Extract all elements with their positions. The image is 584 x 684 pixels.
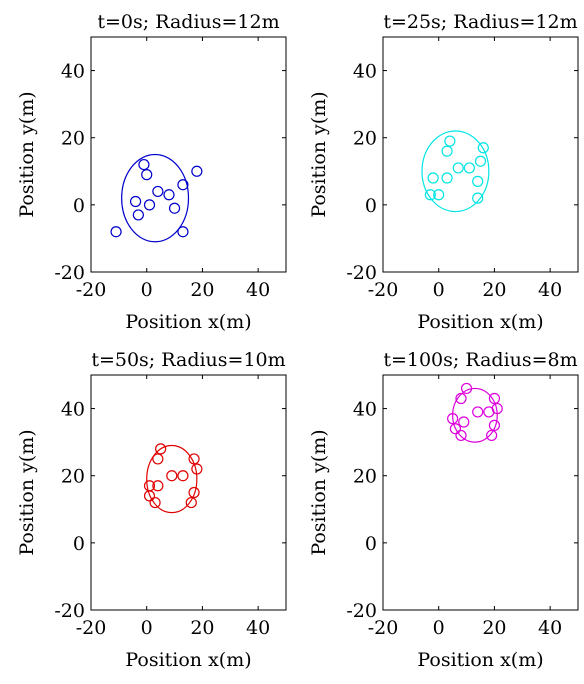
panel-4-point-4 bbox=[472, 406, 484, 418]
panel-3-point-4 bbox=[166, 470, 178, 482]
panel-3-point-0 bbox=[155, 443, 167, 455]
panel-4-xtick-label: -20 bbox=[368, 617, 399, 639]
panel-4-point-0 bbox=[460, 382, 473, 395]
panel-1-xlabel: Position x(m) bbox=[125, 311, 251, 333]
panel-3-ytick-label: 0 bbox=[73, 533, 85, 555]
panel-4-axes-box bbox=[382, 374, 579, 611]
panel-3-xtick-label: 40 bbox=[246, 617, 270, 639]
panel-1-ytick-label: -20 bbox=[54, 262, 85, 284]
panel-2-ylabel: Position y(m) bbox=[308, 91, 330, 217]
panel-4-point-11 bbox=[486, 429, 498, 442]
panel-4-point-9 bbox=[449, 423, 462, 435]
panel-2-xtick-label: 0 bbox=[433, 279, 445, 301]
panel-3-axes-box bbox=[90, 374, 287, 611]
panel-2-point-7 bbox=[441, 172, 453, 184]
panel-1-ytick-label: 40 bbox=[61, 61, 85, 83]
panel-1-point-3 bbox=[129, 195, 142, 208]
panel-2-point-8 bbox=[472, 175, 484, 187]
panel-2-point-3 bbox=[474, 155, 487, 167]
panel-2-ytick-label: 0 bbox=[365, 195, 377, 217]
panel-1-axes-box bbox=[90, 36, 287, 273]
panel-4-point-1 bbox=[455, 392, 467, 405]
panel-4-ylabel: Position y(m) bbox=[308, 429, 330, 555]
panel-1-point-1 bbox=[141, 169, 153, 181]
panel-1-point-5 bbox=[163, 189, 175, 201]
panel-1-point-9 bbox=[168, 202, 181, 214]
panel-1-point-0 bbox=[138, 158, 150, 171]
panel-1-point-7 bbox=[143, 199, 156, 211]
panel-1-point-11 bbox=[177, 226, 189, 238]
panel-1-point-4 bbox=[152, 185, 164, 198]
panel-2-xlabel: Position x(m) bbox=[417, 311, 543, 333]
panel-3-ylabel: Position y(m) bbox=[16, 429, 38, 555]
panel-2-xtick-label: -20 bbox=[368, 279, 399, 301]
panel-3-point-9 bbox=[143, 490, 156, 502]
panel-1-xtick-label: -20 bbox=[76, 279, 107, 301]
panel-1-enclosing-circle bbox=[121, 153, 190, 243]
panel-3-xtick-label: 20 bbox=[190, 617, 214, 639]
panel-2-point-9 bbox=[424, 189, 436, 201]
panel-4-point-5 bbox=[483, 406, 495, 418]
panel-3-point-11 bbox=[185, 496, 197, 509]
panel-4-ytick-label: -20 bbox=[346, 600, 377, 622]
panel-4-xtick-label: 0 bbox=[433, 617, 445, 639]
panel-3-point-3 bbox=[191, 463, 203, 475]
panel-2-point-1 bbox=[441, 145, 453, 157]
panel-2-xtick-label: 20 bbox=[482, 279, 506, 301]
panel-2-point-4 bbox=[463, 162, 475, 174]
panel-1-ytick-label: 0 bbox=[73, 195, 85, 217]
panel-4-point-10 bbox=[455, 429, 467, 442]
panel-3-title: t=50s; Radius=10m bbox=[91, 349, 285, 371]
panel-3-xtick-label: 0 bbox=[141, 617, 153, 639]
panel-3-point-8 bbox=[188, 486, 200, 499]
panel-2-enclosing-circle bbox=[421, 130, 490, 213]
panel-2-xtick-label: 40 bbox=[538, 279, 562, 301]
panel-4-ytick-label: 0 bbox=[365, 533, 377, 555]
panel-1-point-10 bbox=[110, 226, 122, 238]
panel-2-axes-box bbox=[382, 36, 579, 273]
panel-2-point-2 bbox=[477, 142, 489, 154]
panel-3-xtick-label: -20 bbox=[76, 617, 107, 639]
panel-3-point-10 bbox=[149, 496, 161, 509]
panel-1-xtick-label: 0 bbox=[141, 279, 153, 301]
panel-2-point-11 bbox=[472, 192, 484, 204]
panel-1-point-2 bbox=[191, 165, 203, 177]
panel-1-ytick-label: 20 bbox=[61, 128, 85, 150]
panel-1-xtick-label: 20 bbox=[190, 279, 214, 301]
panel-2-ytick-label: 20 bbox=[353, 128, 377, 150]
panel-1-xtick-label: 40 bbox=[246, 279, 270, 301]
panel-4-xtick-label: 40 bbox=[538, 617, 562, 639]
panel-3-point-1 bbox=[152, 453, 164, 465]
panel-3-ytick-label: -20 bbox=[54, 600, 85, 622]
panel-1-point-6 bbox=[132, 209, 144, 221]
panel-3-xlabel: Position x(m) bbox=[125, 649, 251, 671]
panel-2-point-10 bbox=[433, 189, 445, 201]
panel-4-point-6 bbox=[447, 413, 459, 425]
panel-2-point-5 bbox=[452, 162, 464, 174]
panel-2-ytick-label: -20 bbox=[346, 262, 377, 284]
panel-4-enclosing-circle bbox=[452, 387, 498, 443]
panel-4-title: t=100s; Radius=8m bbox=[383, 349, 577, 371]
panel-4-ytick-label: 40 bbox=[353, 399, 377, 421]
panel-4-xtick-label: 20 bbox=[482, 617, 506, 639]
panel-2-title: t=25s; Radius=12m bbox=[383, 11, 577, 33]
panel-2-point-6 bbox=[427, 172, 439, 184]
panel-4-point-7 bbox=[458, 416, 470, 428]
panel-1-title: t=0s; Radius=12m bbox=[97, 11, 279, 33]
panel-3-point-2 bbox=[188, 453, 200, 465]
panel-3-ytick-label: 40 bbox=[61, 399, 85, 421]
panel-3-enclosing-circle bbox=[146, 444, 198, 514]
panel-2-ytick-label: 40 bbox=[353, 61, 377, 83]
panel-1-ylabel: Position y(m) bbox=[16, 91, 38, 217]
panel-3-point-5 bbox=[177, 470, 189, 482]
panel-3-ytick-label: 20 bbox=[61, 466, 85, 488]
panel-4-ytick-label: 20 bbox=[353, 466, 377, 488]
panel-1-point-8 bbox=[177, 179, 189, 191]
panel-4-xlabel: Position x(m) bbox=[417, 649, 543, 671]
panel-4-point-8 bbox=[488, 419, 501, 431]
panel-3-point-7 bbox=[152, 480, 164, 492]
panel-4-point-2 bbox=[488, 392, 501, 405]
panel-2-point-0 bbox=[444, 135, 456, 147]
